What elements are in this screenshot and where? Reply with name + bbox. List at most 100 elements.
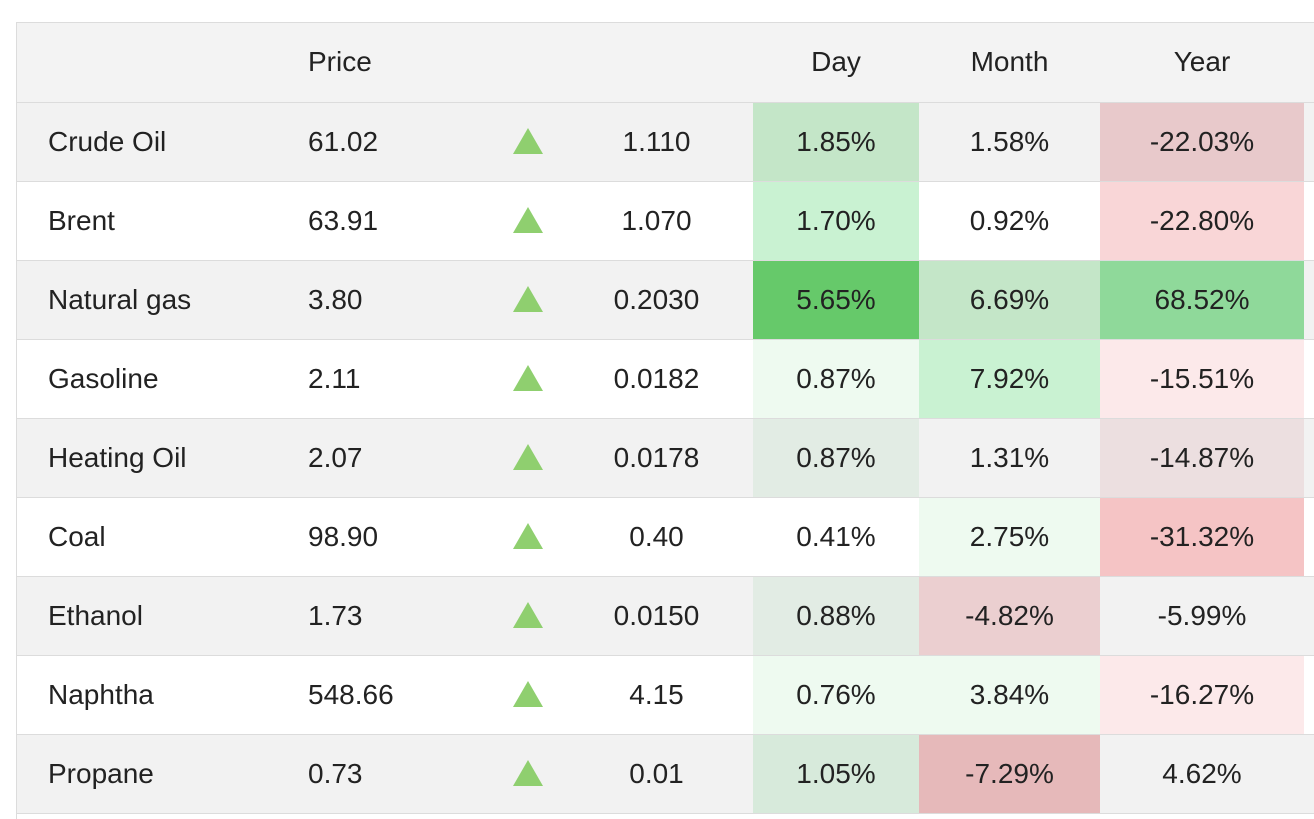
change-cell: 0.2030	[560, 260, 753, 340]
commodities-table: Price Day Month Year Crude Oil 61.02 1.110…	[17, 23, 1314, 814]
row-pad	[1304, 576, 1314, 656]
direction-cell	[480, 655, 560, 735]
up-arrow-icon	[513, 602, 543, 629]
month-change-cell: 3.84%	[919, 655, 1100, 735]
day-change-cell: 1.70%	[753, 181, 919, 261]
commodity-name-link[interactable]: Naphtha	[17, 655, 291, 735]
year-change-cell: -22.03%	[1100, 102, 1304, 182]
price-cell: 548.66	[291, 655, 480, 735]
day-change-cell: 0.76%	[753, 655, 919, 735]
change-cell: 1.070	[560, 181, 753, 261]
commodity-name-link[interactable]: Ethanol	[17, 576, 291, 656]
table-row[interactable]: Naphtha 548.66 4.15 0.76% 3.84% -16.27%	[17, 655, 1314, 735]
up-arrow-icon	[513, 444, 543, 471]
day-change-cell: 0.87%	[753, 418, 919, 498]
up-arrow-icon	[513, 523, 543, 550]
month-change-cell: 7.92%	[919, 339, 1100, 419]
table-row[interactable]: Propane 0.73 0.01 1.05% -7.29% 4.62%	[17, 734, 1314, 814]
table-row[interactable]: Coal 98.90 0.40 0.41% 2.75% -31.32%	[17, 497, 1314, 577]
commodity-name-link[interactable]: Heating Oil	[17, 418, 291, 498]
day-change-cell: 1.85%	[753, 102, 919, 182]
table-row[interactable]: Natural gas 3.80 0.2030 5.65% 6.69% 68.52%	[17, 260, 1314, 340]
direction-cell	[480, 418, 560, 498]
commodity-name-link[interactable]: Crude Oil	[17, 102, 291, 182]
price-cell: 2.07	[291, 418, 480, 498]
up-arrow-icon	[513, 207, 543, 234]
table-header-row: Price Day Month Year	[17, 23, 1314, 103]
day-change-cell: 5.65%	[753, 260, 919, 340]
month-change-cell: 1.31%	[919, 418, 1100, 498]
header-price[interactable]: Price	[291, 23, 480, 103]
price-cell: 3.80	[291, 260, 480, 340]
price-cell: 0.73	[291, 734, 480, 814]
year-change-cell: -5.99%	[1100, 576, 1304, 656]
row-pad	[1304, 655, 1314, 735]
change-cell: 4.15	[560, 655, 753, 735]
price-cell: 61.02	[291, 102, 480, 182]
row-pad	[1304, 260, 1314, 340]
direction-cell	[480, 734, 560, 814]
header-arrow	[480, 23, 560, 103]
year-change-cell: -22.80%	[1100, 181, 1304, 261]
change-cell: 0.40	[560, 497, 753, 577]
direction-cell	[480, 260, 560, 340]
table-row[interactable]: Gasoline 2.11 0.0182 0.87% 7.92% -15.51%	[17, 339, 1314, 419]
day-change-cell: 0.87%	[753, 339, 919, 419]
commodity-name-link[interactable]: Propane	[17, 734, 291, 814]
up-arrow-icon	[513, 681, 543, 708]
row-pad	[1304, 497, 1314, 577]
year-change-cell: -14.87%	[1100, 418, 1304, 498]
direction-cell	[480, 181, 560, 261]
year-change-cell: -15.51%	[1100, 339, 1304, 419]
up-arrow-icon	[513, 286, 543, 313]
price-cell: 98.90	[291, 497, 480, 577]
commodity-name-link[interactable]: Coal	[17, 497, 291, 577]
header-year[interactable]: Year	[1100, 23, 1304, 103]
month-change-cell: -7.29%	[919, 734, 1100, 814]
commodity-name-link[interactable]: Brent	[17, 181, 291, 261]
change-cell: 0.0150	[560, 576, 753, 656]
change-cell: 0.0178	[560, 418, 753, 498]
row-pad	[1304, 339, 1314, 419]
price-cell: 2.11	[291, 339, 480, 419]
header-day[interactable]: Day	[753, 23, 919, 103]
change-cell: 0.01	[560, 734, 753, 814]
table-row[interactable]: Heating Oil 2.07 0.0178 0.87% 1.31% -14.87%	[17, 418, 1314, 498]
header-month[interactable]: Month	[919, 23, 1100, 103]
row-pad	[1304, 102, 1314, 182]
commodity-name-link[interactable]: Gasoline	[17, 339, 291, 419]
header-name	[17, 23, 291, 103]
month-change-cell: -4.82%	[919, 576, 1100, 656]
up-arrow-icon	[513, 365, 543, 392]
commodities-table-container: Price Day Month Year Crude Oil 61.02 1.110…	[16, 22, 1314, 819]
change-cell: 1.110	[560, 102, 753, 182]
direction-cell	[480, 497, 560, 577]
header-pad	[1304, 23, 1314, 103]
up-arrow-icon	[513, 760, 543, 787]
table-body: Crude Oil 61.02 1.110 1.85% 1.58% -22.03% Bren…	[17, 102, 1314, 814]
year-change-cell: 4.62%	[1100, 734, 1304, 814]
direction-cell	[480, 102, 560, 182]
direction-cell	[480, 576, 560, 656]
day-change-cell: 0.88%	[753, 576, 919, 656]
price-cell: 63.91	[291, 181, 480, 261]
row-pad	[1304, 181, 1314, 261]
month-change-cell: 1.58%	[919, 102, 1100, 182]
year-change-cell: -31.32%	[1100, 497, 1304, 577]
commodity-name-link[interactable]: Natural gas	[17, 260, 291, 340]
table-row[interactable]: Brent 63.91 1.070 1.70% 0.92% -22.80%	[17, 181, 1314, 261]
change-cell: 0.0182	[560, 339, 753, 419]
up-arrow-icon	[513, 128, 543, 155]
month-change-cell: 2.75%	[919, 497, 1100, 577]
table-row[interactable]: Ethanol 1.73 0.0150 0.88% -4.82% -5.99%	[17, 576, 1314, 656]
direction-cell	[480, 339, 560, 419]
day-change-cell: 1.05%	[753, 734, 919, 814]
year-change-cell: -16.27%	[1100, 655, 1304, 735]
day-change-cell: 0.41%	[753, 497, 919, 577]
year-change-cell: 68.52%	[1100, 260, 1304, 340]
row-pad	[1304, 734, 1314, 814]
month-change-cell: 0.92%	[919, 181, 1100, 261]
price-cell: 1.73	[291, 576, 480, 656]
header-change	[560, 23, 753, 103]
table-row[interactable]: Crude Oil 61.02 1.110 1.85% 1.58% -22.03%	[17, 102, 1314, 182]
